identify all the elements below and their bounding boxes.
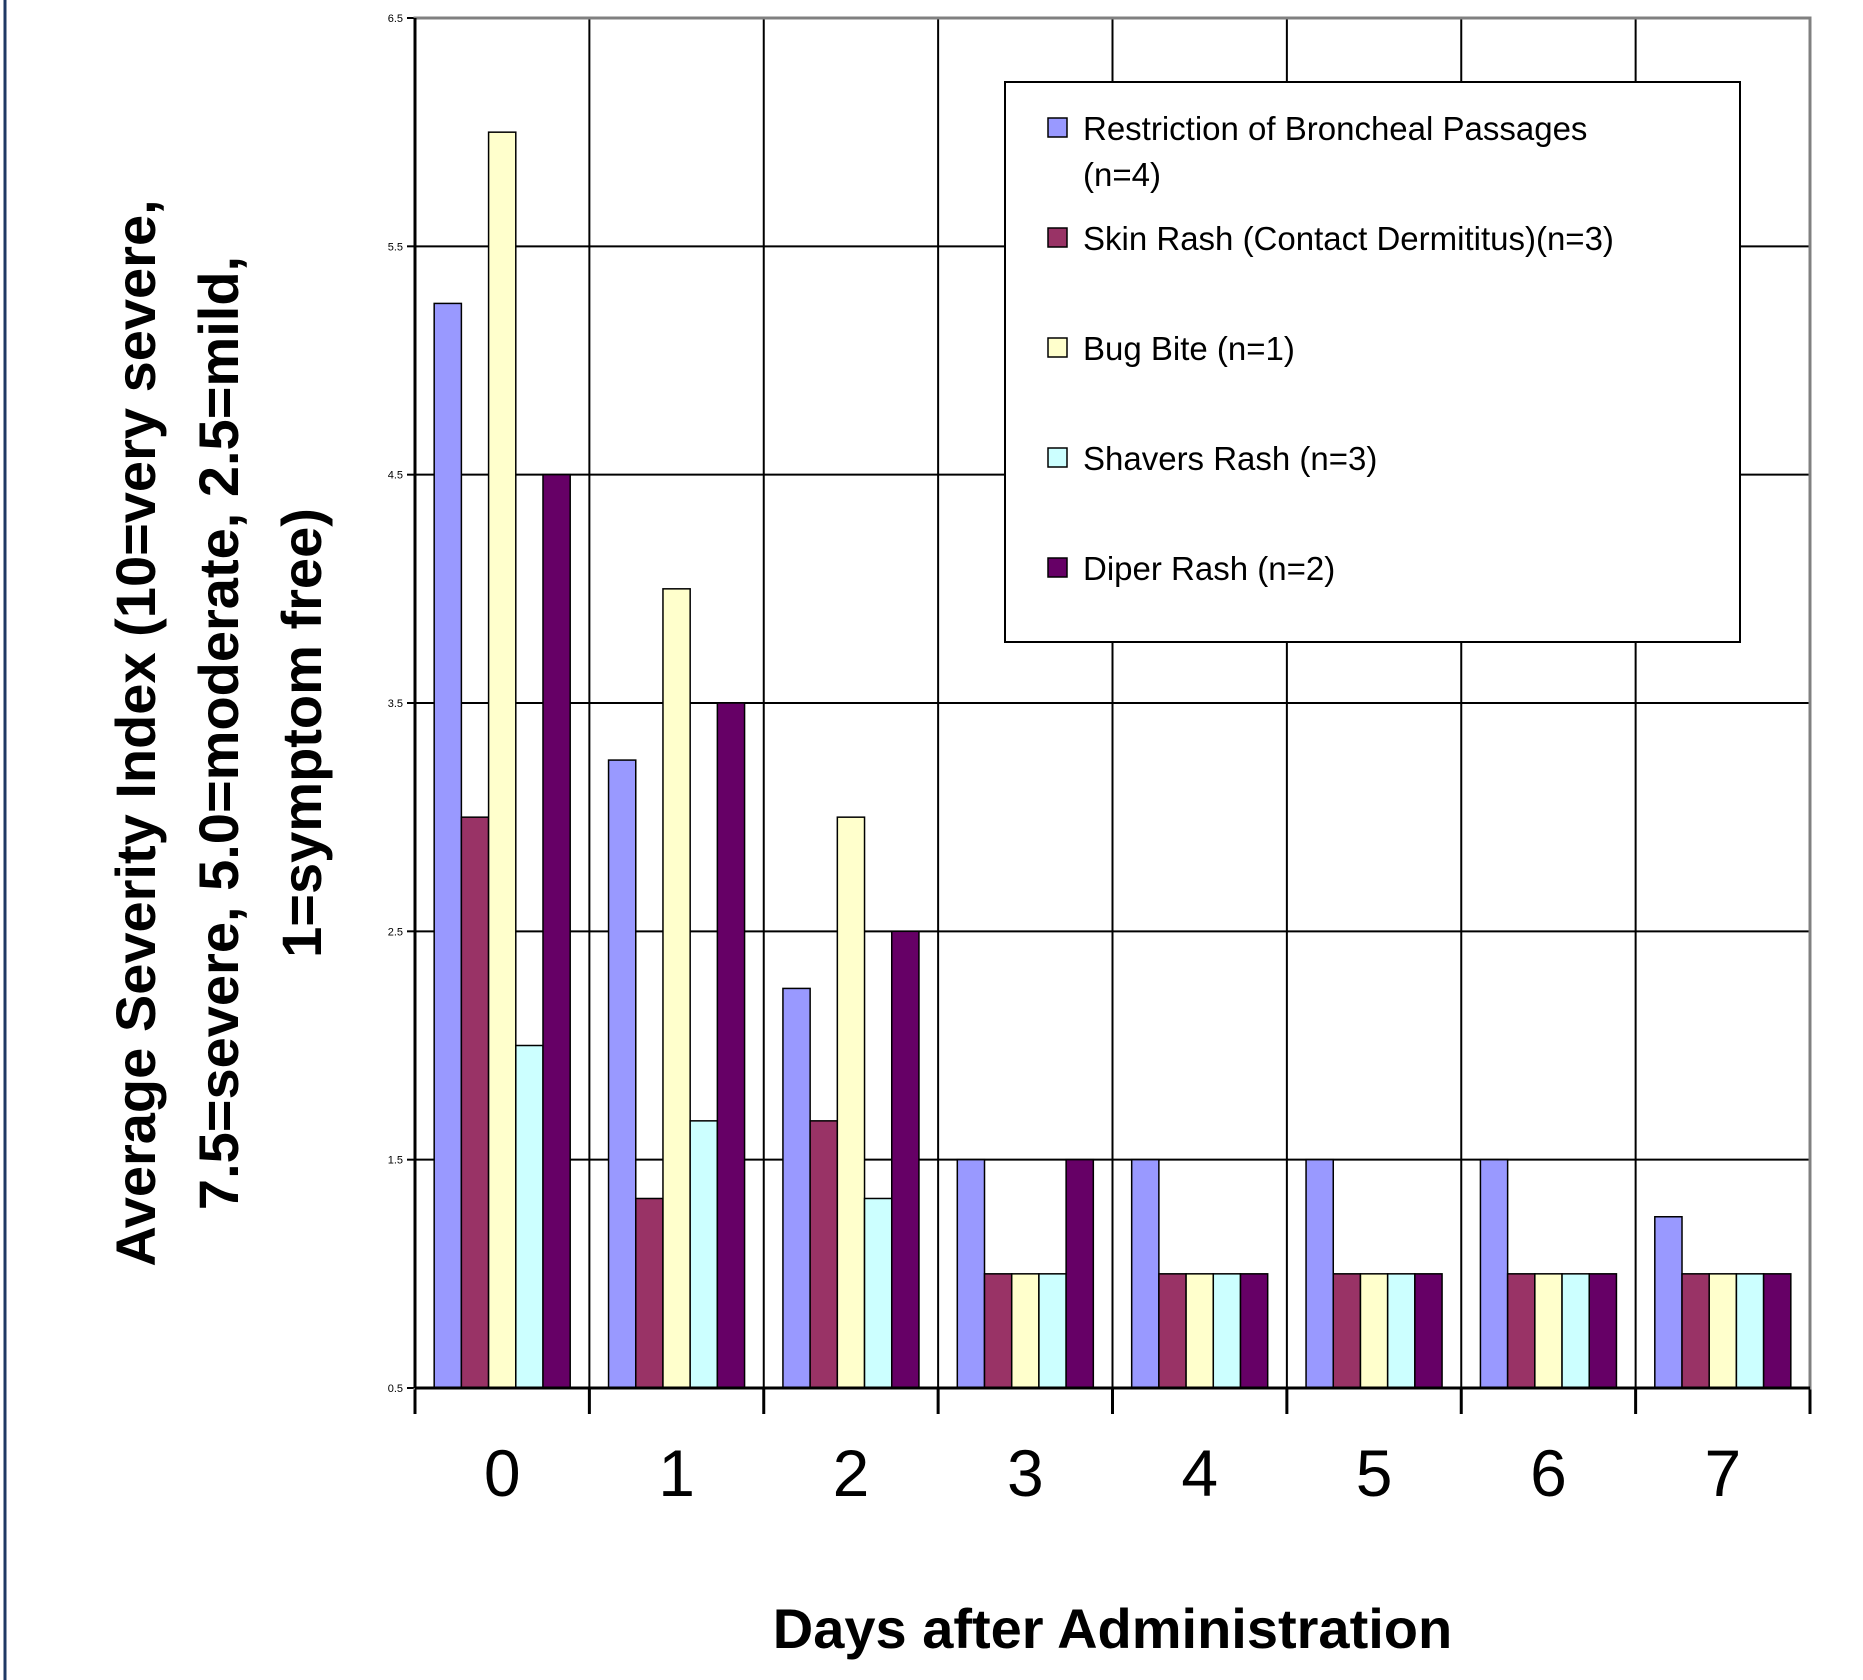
bar <box>1038 1273 1067 1389</box>
bar <box>1588 1273 1618 1389</box>
bars <box>433 131 1792 1389</box>
y-axis-title: Average Severity Index (10=very severe, … <box>104 199 333 1266</box>
y-tick-label: 2.5 <box>388 926 403 938</box>
y-axis-title-line-2: 7.5=severe, 5.0=moderate, 2.5=mild, <box>187 256 250 1210</box>
bar <box>1212 1273 1242 1389</box>
y-tick-label: 6.5 <box>388 13 403 25</box>
bar <box>836 816 866 1389</box>
bar <box>1305 1158 1335 1389</box>
x-axis-title: Days after Administration <box>773 1597 1452 1660</box>
x-tick-label: 4 <box>1181 1436 1218 1510</box>
legend-swatch <box>1047 337 1068 358</box>
bar <box>1506 1273 1536 1389</box>
bar <box>1479 1158 1509 1389</box>
bar <box>1130 1158 1160 1389</box>
bar <box>1239 1273 1269 1389</box>
legend-label: Diper Rash (n=2) <box>1083 550 1335 587</box>
y-tick-label: 5.5 <box>388 241 403 253</box>
bar <box>863 1197 893 1389</box>
y-tick-label: 4.5 <box>388 470 403 482</box>
bar <box>1681 1273 1710 1389</box>
legend-label: Restriction of Broncheal Passages <box>1083 110 1587 147</box>
y-tick-label: 3.5 <box>388 698 403 710</box>
bar <box>460 816 490 1389</box>
legend-box <box>1004 81 1741 643</box>
y-tick-label: 1.5 <box>388 1155 403 1167</box>
bar <box>689 1120 719 1389</box>
bar <box>1654 1216 1683 1389</box>
x-tick-label: 3 <box>1007 1436 1044 1510</box>
x-tick-label: 2 <box>833 1436 870 1510</box>
bar <box>515 1044 544 1389</box>
bar <box>1359 1273 1389 1389</box>
bar <box>809 1120 839 1389</box>
bar <box>1762 1273 1792 1389</box>
bar <box>890 930 920 1389</box>
legend-label: Bug Bite (n=1) <box>1083 330 1295 367</box>
bar <box>1065 1158 1095 1389</box>
legend-swatch <box>1047 447 1068 468</box>
x-tick-label: 6 <box>1530 1436 1567 1510</box>
bar <box>1185 1273 1215 1389</box>
bar <box>1010 1273 1040 1389</box>
y-tick-label: 0.5 <box>388 1383 403 1395</box>
bar <box>716 702 746 1389</box>
axes <box>407 16 1812 1414</box>
bar <box>782 987 811 1389</box>
bar <box>1414 1273 1443 1389</box>
legend-swatch <box>1047 557 1068 578</box>
x-tick-label: 7 <box>1704 1436 1741 1510</box>
x-tick-label: 1 <box>658 1436 695 1510</box>
y-axis-title-line-3: 1=symptom free) <box>270 508 333 958</box>
bar <box>1561 1273 1590 1389</box>
bar <box>1386 1273 1416 1389</box>
bar <box>1735 1273 1765 1389</box>
legend: Restriction of Broncheal Passages (n=4) Sk… <box>1004 81 1741 643</box>
bar <box>662 588 691 1389</box>
tick-labels: 0.5 1.5 2.5 3.5 4.5 5.5 6.5 0 1 2 3 4 5 6 7 <box>388 13 1741 1510</box>
legend-swatch <box>1047 117 1068 138</box>
legend-label: Skin Rash (Contact Dermititus)(n=3) <box>1083 220 1614 257</box>
bar <box>433 302 463 1389</box>
bar <box>1158 1273 1187 1389</box>
y-axis-title-line-1: Average Severity Index (10=very severe, <box>104 199 167 1266</box>
bar <box>635 1197 664 1389</box>
bar <box>956 1158 986 1389</box>
legend-swatch <box>1047 227 1068 248</box>
bar <box>607 759 637 1389</box>
bar <box>542 473 571 1389</box>
bar <box>487 131 517 1389</box>
legend-label: Shavers Rash (n=3) <box>1083 440 1377 477</box>
bar <box>1534 1273 1563 1389</box>
bar <box>1708 1273 1738 1389</box>
bar <box>983 1273 1013 1389</box>
x-tick-label: 5 <box>1356 1436 1393 1510</box>
x-tick-label: 0 <box>484 1436 521 1510</box>
legend-label: (n=4) <box>1083 156 1161 193</box>
bar <box>1332 1273 1362 1389</box>
